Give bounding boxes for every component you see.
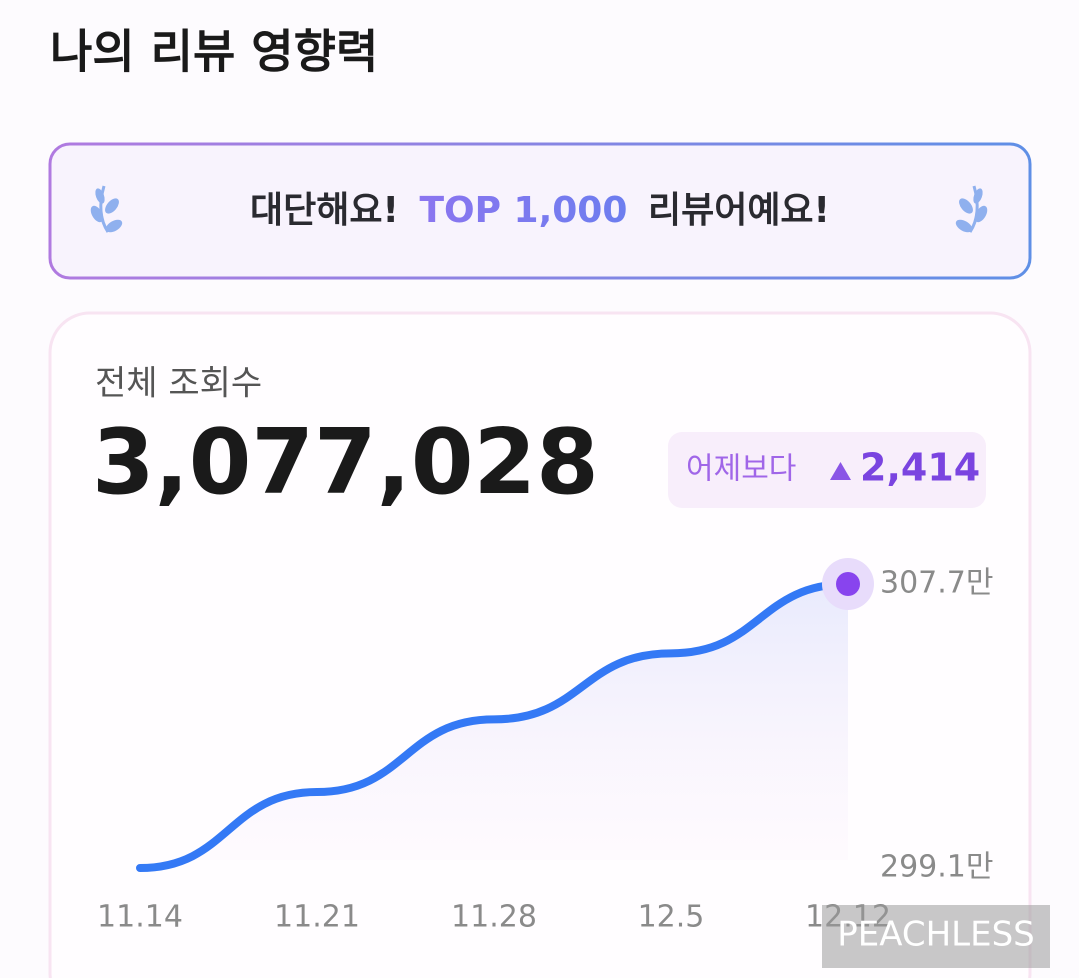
total-views: 3,077,028 bbox=[92, 410, 599, 515]
watermark: PEACHLESS bbox=[837, 915, 1035, 955]
x-tick-label: 11.28 bbox=[451, 900, 537, 935]
banner-text-part: 리뷰어예요! bbox=[648, 190, 830, 231]
x-tick-label: 11.21 bbox=[274, 900, 360, 935]
end-point bbox=[836, 572, 860, 596]
line bbox=[136, 580, 852, 872]
banner-text-part: 대단해요! bbox=[250, 190, 399, 231]
page-title: 나의 리뷰 영향력 bbox=[50, 25, 378, 79]
watermark-box bbox=[822, 905, 1050, 968]
change-pill bbox=[668, 432, 986, 508]
banner-text: 대단해요! TOP 1,000 리뷰어예요! bbox=[250, 190, 830, 231]
change-label: 어제보다 bbox=[686, 452, 796, 487]
y-tick-label: 299.1만 bbox=[880, 850, 993, 885]
up-arrow bbox=[830, 462, 851, 480]
laurel-right bbox=[955, 185, 988, 233]
card-label: 전체 조회수 bbox=[95, 364, 262, 404]
x-tick-label: 11.14 bbox=[97, 900, 183, 935]
laurel-left bbox=[90, 185, 123, 233]
y-tick-label: 307.7만 bbox=[880, 566, 993, 601]
x-tick-label: 12.5 bbox=[638, 900, 705, 935]
banner-highlight: TOP 1,000 bbox=[419, 190, 627, 231]
banner bbox=[48, 142, 1032, 280]
change-value: 2,414 bbox=[860, 446, 980, 490]
